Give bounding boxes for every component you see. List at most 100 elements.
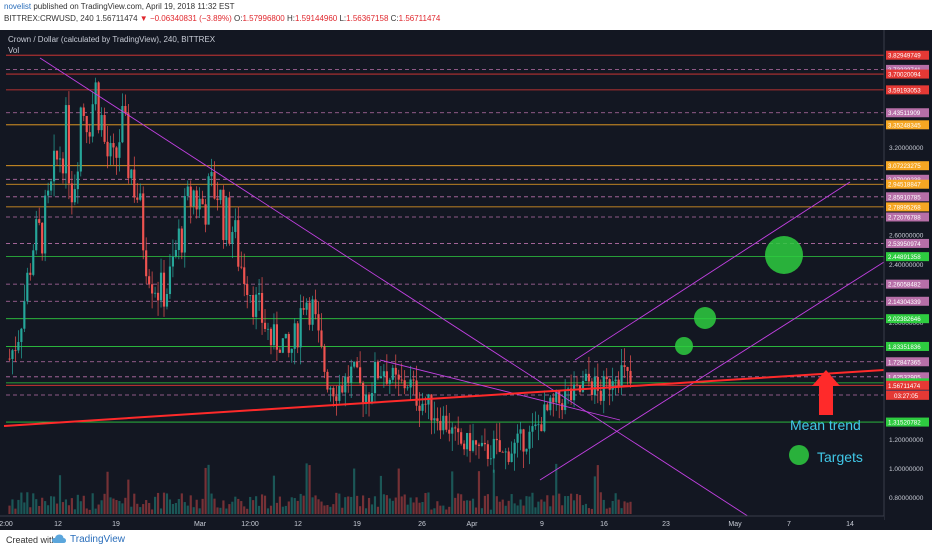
candle-body (596, 376, 599, 391)
candle-body (614, 379, 617, 382)
volume-bar (364, 508, 368, 514)
volume-bar (480, 508, 484, 514)
x-tick-label: 14 (846, 521, 854, 528)
candle-body (269, 328, 273, 346)
volume-bar (290, 497, 293, 514)
channel-upper-line (574, 181, 851, 361)
volume-bar (564, 496, 567, 514)
volume-bar (561, 505, 564, 514)
volume-bar (162, 492, 166, 514)
volume-bar (293, 498, 296, 514)
y-tick-label: 1.00000000 (889, 466, 924, 473)
volume-bar (64, 499, 68, 514)
volume-bar (118, 500, 121, 514)
level-badge-label: 1.31520782 (888, 420, 921, 427)
level-badge-label: 2.78995268 (888, 204, 921, 211)
volume-bar (255, 496, 258, 514)
candle-body (258, 292, 261, 295)
volume-bar (620, 508, 623, 514)
volume-bar (284, 505, 287, 514)
candle-body (335, 396, 338, 401)
volume-bar (626, 502, 629, 514)
candle-body (70, 183, 73, 203)
candle-body (409, 379, 412, 388)
volume-bar (498, 501, 501, 514)
candle-body (201, 198, 204, 205)
author-link[interactable]: novelist (4, 2, 32, 11)
open-value: 1.57996800 (242, 14, 285, 23)
volume-bar (47, 505, 50, 514)
volume-bar (323, 505, 326, 514)
level-badge (886, 64, 929, 74)
candle-body (177, 228, 180, 251)
candle-body (252, 295, 255, 317)
volume-bar (430, 509, 433, 514)
candle-body (58, 158, 62, 160)
x-tick-label: 19 (112, 521, 120, 528)
x-tick-label: May (728, 521, 742, 528)
candle-body (180, 228, 183, 253)
volume-bar (228, 504, 231, 514)
volume-bar (85, 508, 88, 514)
volume-bar (522, 505, 525, 514)
symbol-quote-line: BITTREX:CRWUSD, 240 1.56711474 ▼ −0.0634… (4, 14, 440, 23)
candle-body (168, 266, 172, 295)
volume-bar (195, 499, 198, 514)
volume-bar (442, 505, 445, 514)
volume-bar (121, 503, 124, 514)
volume-bar (397, 468, 400, 514)
volume-bar (151, 509, 154, 514)
level-badge (886, 69, 929, 79)
volume-bar (231, 501, 234, 514)
volume-bar (305, 463, 308, 514)
volume-bar (504, 505, 507, 514)
volume-bar (189, 495, 192, 514)
price-axis: 3.200000002.800000002.600000002.40000000… (883, 30, 932, 520)
volume-bar (50, 496, 53, 514)
volume-bar (332, 504, 335, 514)
volume-bar (439, 505, 442, 514)
volume-bar (552, 495, 555, 514)
candle-body (38, 219, 41, 223)
candle-body (412, 379, 415, 381)
candle-body (418, 405, 421, 411)
candle-body (599, 390, 602, 401)
candle-body (237, 220, 240, 267)
candle-body (623, 365, 626, 368)
candle-body (323, 346, 326, 372)
volume-bar (549, 506, 552, 514)
candle-body (314, 299, 317, 315)
candles (8, 77, 632, 473)
candle-body (540, 424, 543, 432)
volume-bar (41, 497, 44, 514)
volume-bar (260, 494, 264, 514)
volume-bar (269, 505, 273, 514)
volume-bar (614, 493, 617, 514)
chart-area[interactable]: 3.200000002.800000002.600000002.40000000… (0, 30, 932, 530)
candle-body (47, 190, 50, 196)
volume-bar (320, 501, 323, 514)
volume-bar (26, 492, 29, 514)
candle-body (436, 418, 439, 421)
horizontal-levels (6, 54, 884, 423)
volume-bar (234, 496, 237, 514)
candle-body (498, 440, 501, 452)
volume-bar (558, 493, 561, 514)
volume-bar (353, 468, 356, 514)
tradingview-brand[interactable]: TradingView (70, 534, 126, 545)
volume-bar (454, 497, 457, 514)
candle-body (73, 189, 76, 203)
volume-bar (159, 508, 163, 514)
candle-body (290, 348, 293, 353)
arrow-up-icon (812, 370, 840, 415)
price-chart[interactable]: 3.200000002.800000002.600000002.40000000… (0, 30, 932, 530)
countdown-badge (886, 390, 929, 400)
volume-label: Vol (8, 46, 19, 55)
candle-body (382, 371, 385, 377)
candle-body (156, 292, 160, 301)
candle-body (549, 397, 552, 411)
volume-bar (154, 496, 157, 514)
candle-body (26, 272, 29, 302)
volume-bar (177, 499, 180, 514)
candle-body (608, 379, 611, 390)
